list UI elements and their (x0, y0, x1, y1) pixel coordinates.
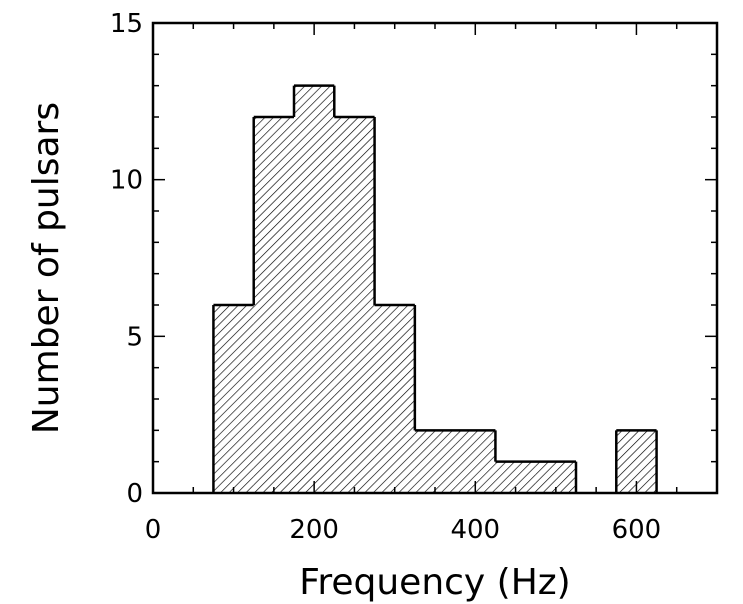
y-tick-label: 0 (126, 479, 143, 509)
x-tick-label: 400 (450, 515, 500, 545)
y-tick-label: 15 (110, 9, 143, 39)
x-tick-label: 0 (145, 515, 162, 545)
histogram-bar (294, 85, 335, 494)
histogram-bar (213, 305, 254, 493)
histogram-bar (334, 117, 375, 493)
histogram-bar (414, 430, 456, 493)
histogram-bar (374, 305, 415, 493)
x-axis-label: Frequency (Hz) (299, 562, 570, 603)
axis-ticks (152, 22, 718, 494)
histogram-bar (253, 117, 294, 493)
y-axis-label: Number of pulsars (26, 102, 67, 434)
x-tick-label: 200 (289, 515, 339, 545)
y-tick-label: 10 (110, 166, 143, 196)
y-tick-label: 5 (126, 322, 143, 352)
x-tick-label: 600 (612, 515, 662, 545)
histogram-outline (212, 84, 658, 493)
axis-tick-labels: 0 200 400 600 0 5 10 15 (110, 9, 661, 545)
histogram-bars (212, 84, 658, 494)
